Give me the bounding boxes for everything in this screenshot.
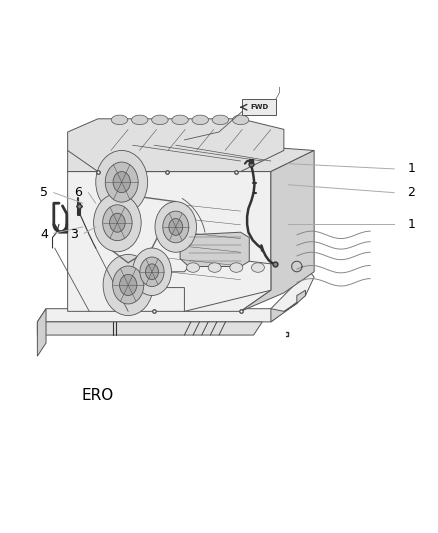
Polygon shape: [67, 172, 271, 311]
Ellipse shape: [212, 115, 229, 125]
Text: ERO: ERO: [82, 388, 114, 403]
Circle shape: [103, 254, 153, 316]
Text: FWD: FWD: [250, 104, 268, 110]
Ellipse shape: [187, 263, 200, 272]
Circle shape: [133, 248, 171, 295]
Text: 1: 1: [407, 163, 415, 175]
Text: 1: 1: [407, 218, 415, 231]
Text: 4: 4: [40, 228, 48, 241]
Circle shape: [113, 172, 131, 192]
Polygon shape: [37, 322, 262, 335]
Circle shape: [102, 205, 132, 241]
Circle shape: [96, 150, 148, 214]
Circle shape: [140, 257, 164, 287]
Circle shape: [155, 201, 197, 252]
Ellipse shape: [208, 263, 221, 272]
Polygon shape: [37, 309, 46, 356]
Text: 5: 5: [40, 186, 48, 199]
Circle shape: [120, 274, 137, 295]
Ellipse shape: [233, 115, 249, 125]
Circle shape: [113, 266, 144, 304]
Polygon shape: [37, 272, 314, 322]
Circle shape: [94, 193, 141, 252]
FancyBboxPatch shape: [242, 99, 276, 115]
Circle shape: [105, 162, 138, 202]
Ellipse shape: [192, 115, 208, 125]
Circle shape: [145, 264, 159, 280]
Text: 6: 6: [74, 186, 82, 199]
Polygon shape: [115, 261, 271, 311]
Ellipse shape: [152, 115, 168, 125]
Circle shape: [110, 213, 125, 232]
Polygon shape: [240, 150, 314, 311]
Circle shape: [163, 211, 189, 243]
Circle shape: [169, 219, 183, 236]
Ellipse shape: [230, 263, 243, 272]
Ellipse shape: [131, 115, 148, 125]
Ellipse shape: [251, 263, 265, 272]
Polygon shape: [271, 290, 305, 322]
Polygon shape: [67, 119, 284, 172]
Text: 3: 3: [70, 228, 78, 241]
Ellipse shape: [172, 115, 188, 125]
Polygon shape: [180, 232, 249, 266]
Ellipse shape: [111, 115, 128, 125]
Text: 2: 2: [407, 186, 415, 199]
Polygon shape: [67, 145, 314, 172]
